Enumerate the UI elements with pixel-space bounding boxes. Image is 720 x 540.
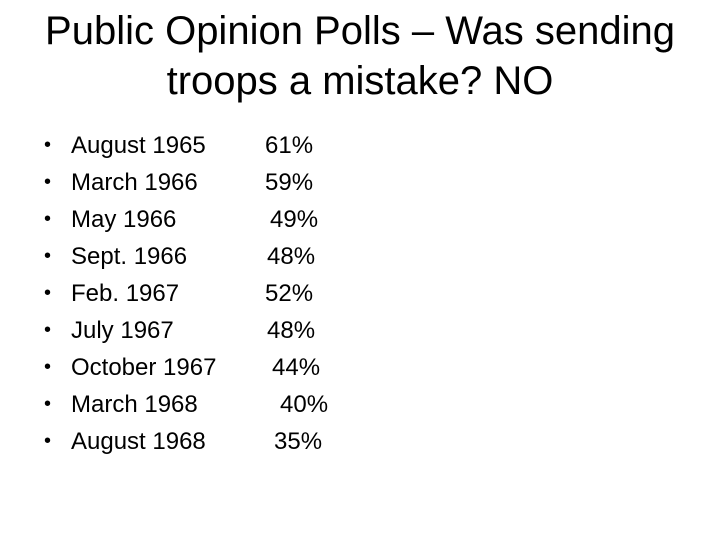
poll-date: July 1967 xyxy=(71,317,174,344)
poll-date: Sept. 1966 xyxy=(71,243,188,270)
bullet-icon: • xyxy=(44,208,52,230)
bullet-icon: • xyxy=(44,393,52,415)
bullet-icon: • xyxy=(44,282,52,304)
poll-percent: 49% xyxy=(270,206,319,233)
poll-percent: 61% xyxy=(265,132,314,159)
poll-date: Feb. 1967 xyxy=(71,280,180,307)
bullet-icon: • xyxy=(44,134,52,156)
poll-percent: 35% xyxy=(274,428,323,455)
poll-date: August 1965 xyxy=(71,132,206,159)
bullet-icon: • xyxy=(44,171,52,193)
bullet-icon: • xyxy=(44,319,52,341)
poll-percent: 44% xyxy=(272,354,321,381)
slide-title: Public Opinion Polls – Was sending troop… xyxy=(20,6,700,106)
bullet-icon: • xyxy=(44,356,52,378)
poll-percent: 48% xyxy=(267,243,316,270)
poll-date: March 1966 xyxy=(71,169,198,196)
title-line-2: troops a mistake? NO xyxy=(166,59,554,103)
poll-date: March 1968 xyxy=(71,391,198,418)
poll-date: October 1967 xyxy=(71,354,217,381)
poll-percent: 40% xyxy=(280,391,329,418)
bullet-icon: • xyxy=(44,245,52,267)
poll-date: May 1966 xyxy=(71,206,177,233)
title-line-1: Public Opinion Polls – Was sending xyxy=(45,9,675,53)
poll-percent: 48% xyxy=(267,317,316,344)
poll-percent: 59% xyxy=(265,169,314,196)
poll-percent: 52% xyxy=(265,280,314,307)
poll-date: August 1968 xyxy=(71,428,206,455)
bullet-icon: • xyxy=(44,430,52,452)
